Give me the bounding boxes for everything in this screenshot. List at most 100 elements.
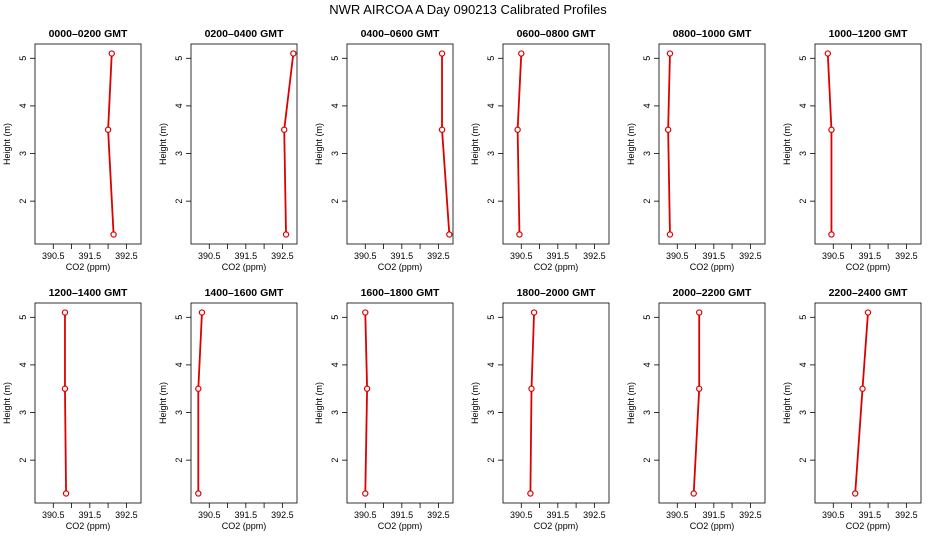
panel-title: 2200–2400 GMT [829,287,908,299]
y-axis-label: Height (m) [314,123,324,165]
y-tick-label: 2 [798,458,808,463]
y-tick-label: 5 [642,315,652,320]
y-tick-label: 5 [330,315,340,320]
y-tick-label: 5 [174,56,184,61]
x-tick-label: 391.5 [79,251,102,261]
x-tick-label: 391.5 [391,251,414,261]
x-tick-label: 391.5 [547,251,570,261]
x-tick-label: 390.5 [354,251,377,261]
data-point [852,490,859,497]
data-point [530,309,538,316]
data-point [518,50,525,57]
y-tick-label: 3 [330,151,340,156]
x-tick-label: 390.5 [822,510,845,520]
y-tick-label: 4 [486,362,496,367]
data-point [824,50,831,57]
y-tick-label: 5 [18,315,28,320]
data-point [666,50,674,57]
data-point [61,385,69,392]
x-tick-label: 391.5 [547,510,570,520]
panel: 1400–1600 GMT 390.5 391.5 392.5 2 3 4 5 CO2 (ppm… [158,287,298,531]
plot-frame [502,302,610,504]
x-tick-label: 390.5 [198,510,221,520]
data-point [110,231,117,238]
y-tick-label: 3 [642,151,652,156]
y-tick-label: 4 [798,103,808,108]
panel: 0400–0600 GMT 390.5 391.5 392.5 2 3 4 5 CO2 (ppm… [314,28,454,272]
x-axis-label: CO2 (ppm) [846,262,891,272]
x-tick-label: 392.5 [895,251,918,261]
y-tick-label: 4 [18,103,28,108]
profile-line [441,53,451,235]
y-axis-label: Height (m) [158,382,168,424]
y-tick-label: 2 [174,458,184,463]
x-tick-label: 392.5 [271,510,294,520]
y-tick-label: 5 [174,315,184,320]
x-tick-label: 390.5 [822,251,845,261]
data-point [666,231,674,238]
y-tick-label: 3 [330,410,340,415]
profile-line [107,53,115,235]
x-tick-label: 390.5 [510,510,533,520]
y-tick-label: 3 [174,410,184,415]
x-tick-label: 391.5 [859,251,882,261]
y-tick-label: 4 [798,362,808,367]
y-tick-label: 2 [798,199,808,204]
profile-line [283,53,295,235]
x-axis-label: CO2 (ppm) [222,262,267,272]
data-point [664,126,672,133]
x-tick-label: 391.5 [79,510,102,520]
panel: 1200–1400 GMT 390.5 391.5 392.5 2 3 4 5 CO2 (ppm… [2,287,142,531]
plot-frame [502,43,610,245]
panel-title: 1800–2000 GMT [517,287,596,299]
data-point [446,231,453,238]
panel: 0600–0800 GMT 390.5 391.5 392.5 2 3 4 5 CO2 (ppm… [470,28,610,272]
y-axis-label: Height (m) [470,123,480,165]
y-tick-label: 5 [798,315,808,320]
x-tick-label: 390.5 [42,251,65,261]
x-tick-label: 392.5 [739,251,762,261]
data-point [198,309,206,316]
y-tick-label: 3 [798,410,808,415]
y-tick-label: 4 [330,103,340,108]
y-tick-label: 3 [174,151,184,156]
y-tick-label: 3 [18,410,28,415]
plot-frame [190,302,298,504]
x-axis-label: CO2 (ppm) [690,521,735,531]
y-tick-label: 2 [330,199,340,204]
y-tick-label: 4 [18,362,28,367]
y-axis-label: Height (m) [626,123,636,165]
y-tick-label: 4 [174,362,184,367]
x-tick-label: 390.5 [666,510,689,520]
profile-line [667,53,671,235]
y-tick-label: 4 [486,103,496,108]
data-point [438,50,446,57]
panels-container: 0000–0200 GMT 390.5 391.5 392.5 2 3 4 5 CO2 (ppm… [2,28,922,531]
panel-title: 2000–2200 GMT [673,287,752,299]
panel: 1800–2000 GMT 390.5 391.5 392.5 2 3 4 5 CO2 (ppm… [470,287,610,531]
y-tick-label: 2 [486,199,496,204]
x-tick-label: 392.5 [739,510,762,520]
x-tick-label: 392.5 [271,251,294,261]
profile-line [516,53,523,235]
plot-frame [814,43,922,245]
x-tick-label: 391.5 [703,251,726,261]
x-tick-label: 390.5 [510,251,533,261]
data-point [281,126,288,133]
y-tick-label: 5 [330,56,340,61]
data-point [290,50,297,57]
x-tick-label: 391.5 [235,251,258,261]
x-tick-label: 392.5 [115,510,138,520]
data-point [864,309,872,316]
plot-frame [658,302,766,504]
y-tick-label: 2 [642,199,652,204]
x-tick-label: 392.5 [583,251,606,261]
x-tick-label: 392.5 [427,510,450,520]
y-axis-label: Height (m) [782,123,792,165]
x-tick-label: 392.5 [115,251,138,261]
y-tick-label: 2 [174,199,184,204]
y-axis-label: Height (m) [158,123,168,165]
x-axis-label: CO2 (ppm) [846,521,891,531]
data-point [828,231,835,238]
x-tick-label: 390.5 [42,510,65,520]
